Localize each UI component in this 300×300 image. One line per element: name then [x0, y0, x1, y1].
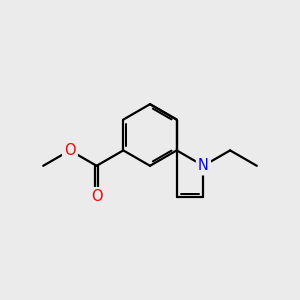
Text: N: N — [198, 158, 209, 173]
Text: O: O — [64, 143, 76, 158]
Text: O: O — [91, 189, 102, 204]
